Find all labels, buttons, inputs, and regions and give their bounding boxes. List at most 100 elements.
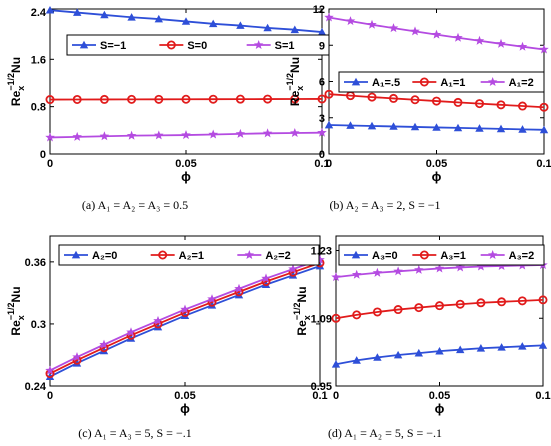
data-point — [414, 303, 424, 313]
data-point — [538, 341, 548, 349]
data-point — [235, 128, 246, 138]
legend: A₃=0 A₃=1 A₃=2 — [338, 244, 545, 266]
data-point — [351, 269, 362, 279]
y-tick-label: 0.8 — [31, 102, 46, 114]
y-tick-label: 0 — [40, 149, 46, 161]
data-point — [496, 100, 506, 110]
data-point — [539, 44, 549, 54]
legend-label: A₁=1 — [440, 77, 465, 89]
data-point — [317, 94, 327, 104]
data-point — [476, 298, 486, 308]
data-point — [180, 311, 190, 320]
legend-box — [338, 244, 545, 266]
y-tick-label: 2.4 — [31, 7, 47, 19]
data-point — [154, 130, 164, 140]
panel-caption: (d) A₁ = A₂ = 5, S = −.1 — [328, 426, 442, 440]
legend-label: S=−1 — [100, 40, 126, 52]
data-point — [414, 264, 424, 274]
legend-label: A₂=2 — [265, 250, 290, 262]
legend-marker — [79, 40, 89, 49]
data-point — [517, 296, 527, 306]
data-point — [99, 339, 109, 349]
data-point — [324, 89, 334, 99]
data-point — [154, 94, 164, 104]
y-tick-label: 0.95 — [311, 381, 332, 393]
y-tick-label: 3 — [319, 113, 325, 125]
data-point — [100, 10, 109, 19]
data-point — [518, 125, 527, 133]
data-point — [126, 130, 137, 140]
x-tick-label: 0 — [47, 158, 53, 170]
data-point — [72, 359, 82, 367]
data-point — [45, 95, 55, 105]
data-point — [290, 25, 299, 34]
data-point — [497, 297, 507, 307]
legend: A₁=.5 A₁=1 A₁=2 — [338, 71, 545, 93]
x-tick-label: 0.1 — [314, 158, 329, 170]
data-point — [393, 266, 403, 276]
data-point — [346, 121, 355, 129]
data-point — [453, 97, 463, 107]
data-point — [207, 294, 217, 304]
data-point — [539, 125, 549, 134]
data-point — [126, 327, 136, 337]
data-point — [496, 124, 506, 133]
data-point — [388, 23, 399, 33]
data-point — [288, 271, 298, 279]
data-point — [345, 16, 356, 26]
data-point — [518, 342, 527, 350]
x-tick-label: 0.1 — [535, 390, 550, 402]
y-tick-label: 6 — [319, 77, 325, 89]
data-point — [234, 283, 244, 293]
data-point — [435, 346, 444, 355]
y-tick-label: 0.3 — [31, 319, 46, 331]
data-point — [373, 353, 382, 361]
data-point — [317, 27, 327, 36]
data-point — [432, 123, 441, 131]
data-point — [324, 12, 334, 22]
data-point — [234, 290, 244, 299]
data-point — [352, 356, 361, 364]
data-point — [181, 17, 191, 25]
y-tick-label: 1.6 — [31, 54, 46, 66]
legend-label: S=0 — [187, 40, 207, 52]
y-axis-label: Rex−1/2Nu — [6, 57, 26, 106]
data-point — [410, 122, 420, 131]
data-point — [388, 93, 398, 103]
data-point — [99, 346, 109, 355]
data-point — [261, 273, 271, 283]
data-point — [324, 120, 334, 129]
panel-caption: (b) A₂ = A₃ = 2, S = −1 — [329, 198, 440, 212]
data-point — [262, 128, 273, 138]
data-point — [476, 261, 486, 271]
data-point — [497, 343, 506, 351]
data-point — [45, 365, 55, 375]
data-point — [434, 263, 445, 273]
y-tick-label: 12 — [313, 4, 325, 16]
data-point — [474, 35, 485, 45]
data-point — [367, 121, 377, 130]
x-axis-label: ϕ — [435, 401, 445, 416]
legend-label: A₂=0 — [92, 250, 117, 262]
legend-marker — [166, 40, 176, 50]
data-point — [410, 26, 420, 36]
y-tick-label: 0.36 — [25, 257, 46, 269]
legend-marker — [71, 250, 81, 259]
data-point — [263, 23, 272, 32]
x-tick-label: 0 — [47, 390, 53, 402]
data-point — [72, 352, 82, 362]
y-axis-label: Rex−1/2Nu — [285, 57, 305, 106]
x-axis-label: ϕ — [180, 401, 190, 416]
data-point — [331, 313, 341, 323]
data-point — [209, 19, 218, 28]
data-point — [208, 94, 218, 104]
data-point — [235, 94, 245, 104]
data-point — [72, 94, 82, 104]
data-point — [180, 304, 190, 314]
data-point — [290, 127, 300, 138]
x-tick-label: 0 — [333, 390, 339, 402]
data-point — [410, 95, 420, 105]
legend-marker — [487, 250, 498, 260]
